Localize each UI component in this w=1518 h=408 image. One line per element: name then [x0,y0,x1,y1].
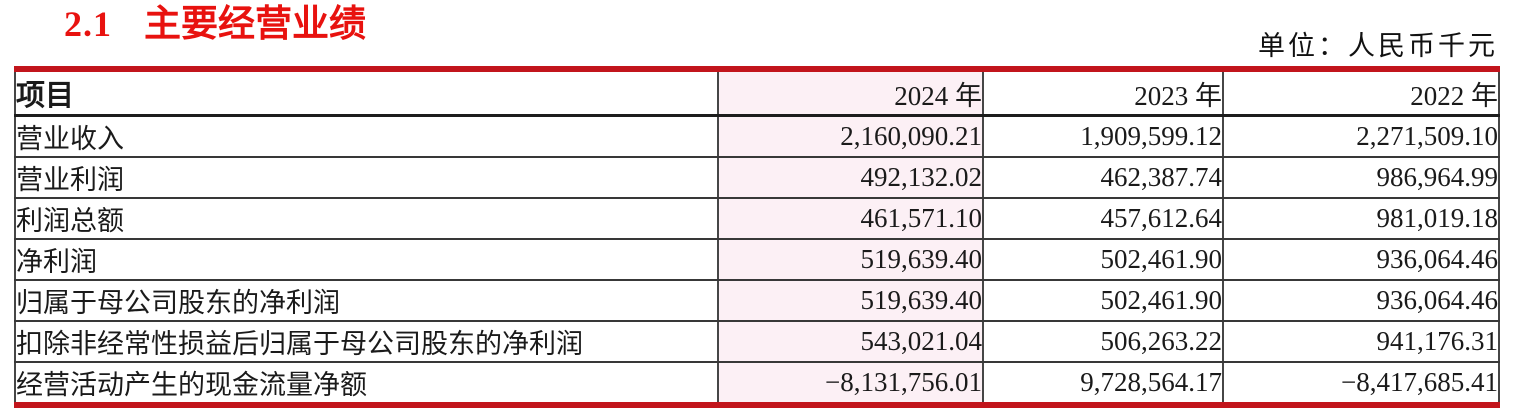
cell-2022: 936,064.46 [1222,238,1500,281]
table-row: 经营活动产生的现金流量净额 −8,131,756.01 9,728,564.17… [14,361,1500,406]
table-header-row: 项目 2024 年 2023 年 2022 年 [14,68,1500,117]
cell-2024: −8,131,756.01 [717,361,984,406]
cell-2023: 462,387.74 [982,156,1224,199]
row-label: 净利润 [14,238,719,281]
cell-2023: 506,263.22 [982,320,1224,363]
unit-note: 单位：人民币千元 [1258,31,1498,61]
cell-2022: 936,064.46 [1222,279,1500,322]
cell-2024: 543,021.04 [717,320,984,363]
cell-2024: 461,571.10 [717,197,984,240]
cell-2023: 502,461.90 [982,279,1224,322]
cell-2024: 2,160,090.21 [717,114,984,158]
cell-2023: 1,909,599.12 [982,114,1224,158]
row-label: 扣除非经常性损益后归属于母公司股东的净利润 [14,320,719,363]
row-label: 营业利润 [14,156,719,199]
column-header-2022: 2022 年 [1222,68,1500,117]
cell-2022: 981,019.18 [1222,197,1500,240]
cell-2024: 519,639.40 [717,238,984,281]
cell-2022: 986,964.99 [1222,156,1500,199]
row-label: 利润总额 [14,197,719,240]
table-row: 营业利润 492,132.02 462,387.74 986,964.99 [14,156,1500,199]
table-row: 归属于母公司股东的净利润 519,639.40 502,461.90 936,0… [14,279,1500,322]
performance-table: 项目 2024 年 2023 年 2022 年 营业收入 2,160,090.2… [14,66,1500,408]
table-row: 利润总额 461,571.10 457,612.64 981,019.18 [14,197,1500,240]
section-title-text: 主要经营业绩 [144,3,366,44]
column-header-2024: 2024 年 [717,68,984,117]
cell-2023: 9,728,564.17 [982,361,1224,406]
cell-2024: 492,132.02 [717,156,984,199]
table-row: 扣除非经常性损益后归属于母公司股东的净利润 543,021.04 506,263… [14,320,1500,363]
table-row: 净利润 519,639.40 502,461.90 936,064.46 [14,238,1500,281]
column-header-2023: 2023 年 [982,68,1224,117]
cell-2022: 941,176.31 [1222,320,1500,363]
cell-2023: 502,461.90 [982,238,1224,281]
cell-2022: −8,417,685.41 [1222,361,1500,406]
cell-2024: 519,639.40 [717,279,984,322]
row-label: 归属于母公司股东的净利润 [14,279,719,322]
section-number: 2.1 [64,4,112,44]
cell-2023: 457,612.64 [982,197,1224,240]
row-label: 营业收入 [14,114,719,158]
table-row: 营业收入 2,160,090.21 1,909,599.12 2,271,509… [14,114,1500,158]
cell-2022: 2,271,509.10 [1222,114,1500,158]
page-title: 2.1 主要经营业绩 [64,0,366,56]
column-header-item: 项目 [14,68,719,117]
row-label: 经营活动产生的现金流量净额 [14,361,719,406]
